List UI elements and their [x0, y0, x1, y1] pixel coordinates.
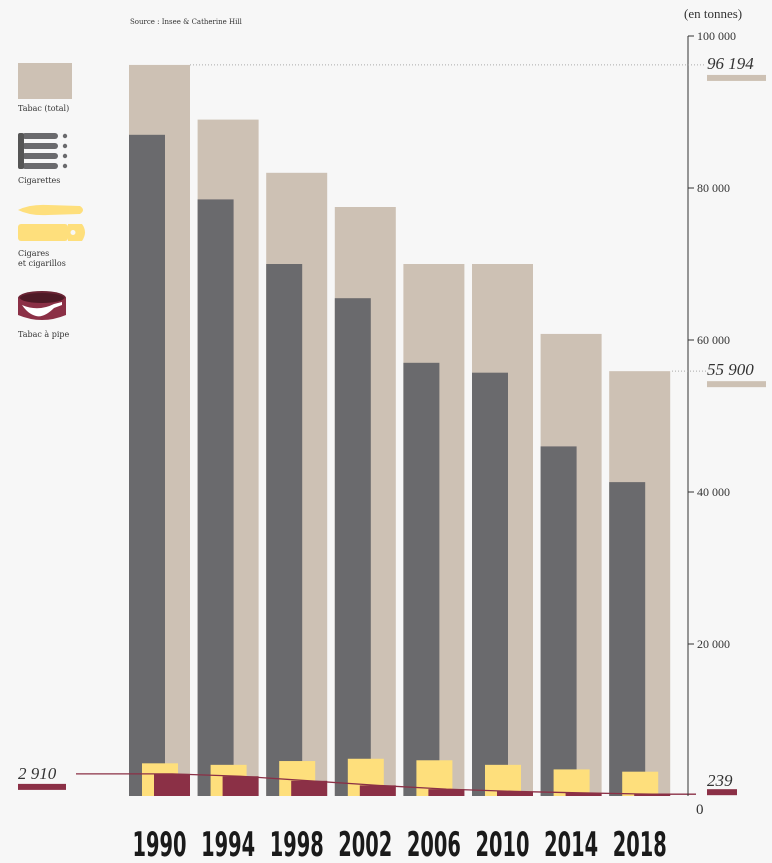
legend-label-pipe: Tabac à pipe — [18, 330, 70, 339]
bar-cigarettes-2018 — [609, 482, 646, 796]
annotation-pipe-end-swatch — [707, 789, 737, 796]
annotation-total-min: 55 900 — [707, 360, 754, 379]
y-tick-label: 20 000 — [697, 637, 730, 651]
annotation-total-max: 96 194 — [707, 54, 754, 73]
y-axis: 100 000 80 000 60 000 40 000 20 000 0 — [687, 29, 736, 818]
bar-cigarettes-2006 — [403, 362, 440, 796]
bar-cigarettes-2002 — [334, 298, 371, 796]
annotations-layer: 96 194 55 900 2 910 239 — [18, 54, 766, 796]
bar-pipe-2014 — [565, 792, 602, 796]
bars-layer — [129, 64, 671, 797]
annotation-total-min-swatch — [707, 381, 766, 388]
bar-pipe-1998 — [291, 780, 328, 796]
annotation-pipe-start: 2 910 — [18, 764, 57, 783]
x-tick-label-2002: 2002 — [338, 825, 392, 863]
pipe-tobacco-icon — [18, 291, 66, 320]
x-tick-label-1998: 1998 — [270, 825, 324, 863]
bar-cigares-2018 — [622, 771, 659, 796]
legend-label-cigars-line2: et cigarillos — [18, 259, 66, 268]
x-axis-labels: 1990 1994 1998 2002 2006 2010 2014 2018 — [133, 825, 667, 863]
legend-label-cigarettes: Cigarettes — [18, 176, 61, 185]
y-axis-unit: (en tonnes) — [684, 6, 743, 21]
bar-pipe-2010 — [497, 791, 533, 796]
source-note: Source : Insee & Catherine Hill — [130, 18, 242, 26]
bar-cigarettes-1990 — [129, 134, 165, 797]
legend-label-total: Tabac (total) — [18, 104, 70, 113]
pipe-trend-line — [76, 773, 696, 795]
bar-pipe-2006 — [428, 789, 465, 796]
y-tick-label: 0 — [696, 802, 704, 818]
bar-pipe-2002 — [359, 785, 396, 796]
cigars-icon — [18, 204, 85, 241]
bar-cigarettes-2010 — [472, 372, 508, 796]
bar-cigarettes-2014 — [540, 446, 577, 796]
bar-cigares-2014 — [553, 769, 590, 796]
x-tick-label-1990: 1990 — [133, 825, 187, 863]
y-tick-label: 100 000 — [697, 29, 736, 43]
x-tick-label-2014: 2014 — [544, 825, 598, 863]
cigarettes-icon — [18, 133, 68, 169]
tobacco-swatch-icon — [18, 63, 72, 99]
pipe-line-layer — [76, 773, 696, 795]
y-tick-label: 40 000 — [697, 485, 730, 499]
annotation-total-max-swatch — [707, 74, 766, 81]
annotation-pipe-start-swatch — [18, 783, 66, 790]
legend-label-cigars-line1: Cigares — [18, 249, 50, 258]
bar-cigarettes-1994 — [197, 199, 234, 796]
x-tick-label-2010: 2010 — [476, 825, 530, 863]
bar-cigarettes-1998 — [266, 264, 303, 796]
bar-pipe-1994 — [222, 776, 259, 796]
bar-pipe-2018 — [634, 794, 671, 796]
bar-pipe-1990 — [154, 773, 190, 796]
x-tick-label-2006: 2006 — [407, 825, 461, 863]
y-tick-label: 80 000 — [697, 181, 730, 195]
annotation-pipe-end: 239 — [707, 771, 733, 790]
y-tick-label: 60 000 — [697, 333, 730, 347]
x-tick-label-1994: 1994 — [201, 825, 255, 863]
x-tick-label-2018: 2018 — [613, 825, 667, 863]
